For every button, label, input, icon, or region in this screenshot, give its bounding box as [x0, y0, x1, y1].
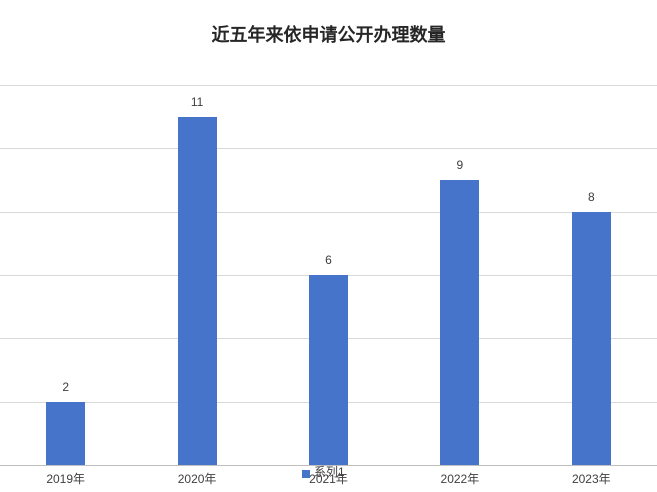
x-axis-tick-label: 2022年 [440, 472, 480, 486]
data-label: 9 [456, 158, 464, 172]
bar [309, 275, 348, 465]
data-label: 2 [62, 379, 70, 394]
gridline [0, 211, 657, 213]
legend-label: 系列1 [314, 465, 345, 479]
data-label: 6 [325, 253, 332, 267]
chart-title: 近五年来依申请公开办理数量 [211, 25, 446, 45]
plot-area: 2 11 6 9 8 [0, 85, 657, 466]
legend: 系列1 [302, 466, 345, 479]
data-label: 11 [190, 94, 204, 109]
data-label: 8 [587, 189, 595, 204]
x-axis-tick-label: 2023年 [571, 472, 611, 486]
bar [571, 211, 611, 465]
bar [177, 116, 217, 465]
bar [46, 401, 86, 465]
x-axis-tick-label: 2021年 [309, 472, 348, 486]
gridline [0, 85, 657, 86]
gridline [0, 148, 657, 150]
bar [440, 180, 480, 465]
x-axis-tick-label: 2019年 [46, 472, 86, 486]
legend-marker-icon [302, 469, 310, 478]
x-axis-tick-label: 2020年 [177, 472, 217, 486]
